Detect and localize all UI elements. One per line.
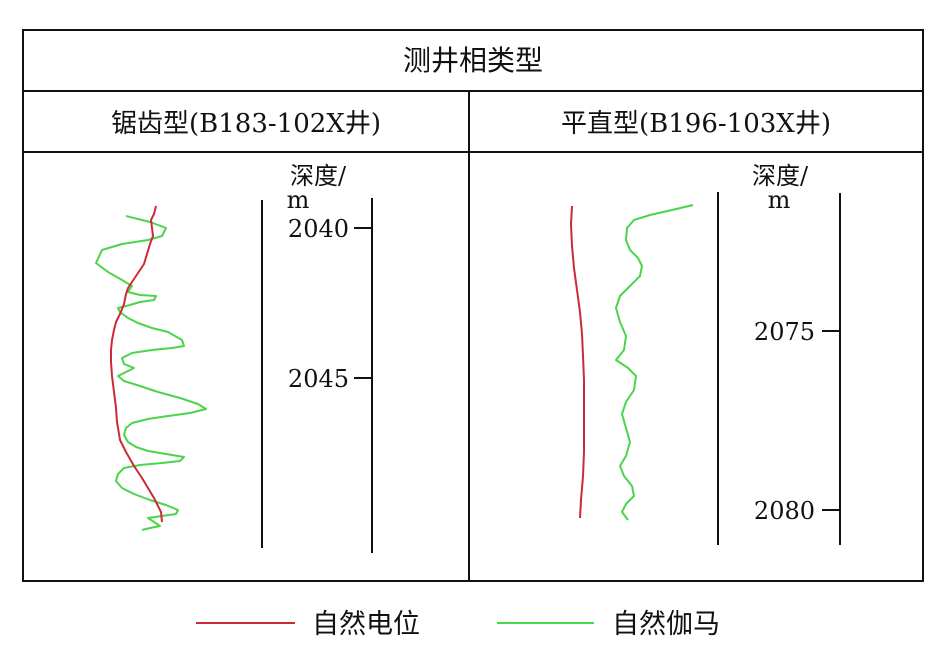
depth-unit: m [287,186,310,214]
depth-tick-label-2040: 2040 [288,215,349,243]
panel-serrated: 深度/ m 2040 2045 [95,162,373,553]
table-frame [22,29,924,582]
depth-tick-label-2075: 2075 [754,318,815,346]
table-title: 测井相类型 [403,44,543,77]
gamma-ray-curve [615,204,694,521]
table-border [22,29,924,582]
depth-tick-label-2045: 2045 [288,365,349,393]
legend-label-gr: 自然伽马 [612,609,720,640]
depth-unit: m [768,186,791,214]
depth-label: 深度/ [290,162,347,190]
column-header-flat: 平直型(B196-103X井) [561,109,831,139]
spontaneous-potential-curve [110,205,163,523]
column-header-serrated: 锯齿型(B183-102X井) [111,109,381,139]
legend-label-sp: 自然电位 [312,609,420,640]
spontaneous-potential-curve [570,205,585,519]
depth-tick-label-2080: 2080 [754,497,815,525]
depth-label: 深度/ [752,162,809,190]
legend: 自然电位 自然伽马 [196,609,720,640]
panel-flat: 深度/ m 2075 2080 [570,162,841,545]
gamma-ray-curve [95,215,207,531]
